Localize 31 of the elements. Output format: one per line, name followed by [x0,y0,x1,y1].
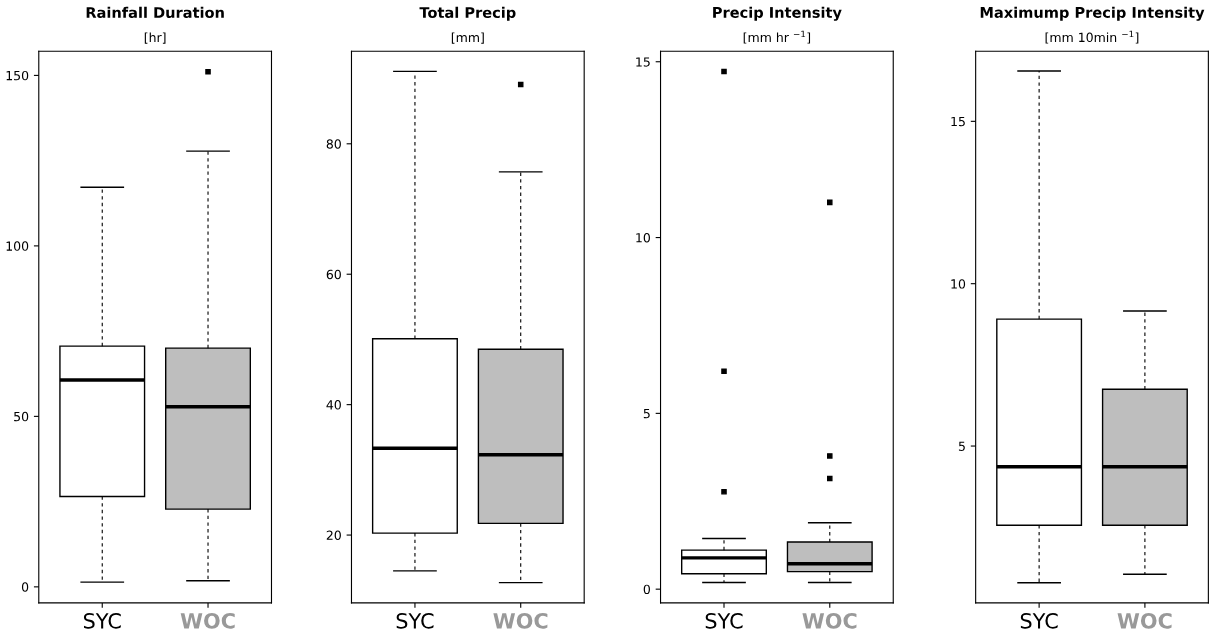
y-tick-label: 60 [326,269,341,280]
y-tick-label: 10 [636,233,650,243]
y-tick-label: 80 [326,139,341,149]
x-tick-label: WOC [493,612,548,629]
chart-title: Rainfall Duration [86,6,224,19]
x-tick-label: WOC [802,612,857,629]
x-tick-label: SYC [396,612,434,629]
y-tick-label: 15 [951,116,965,127]
y-tick-label: 5 [958,441,965,451]
chart-subtitle: [mm 10min $^{−1}$] [1045,30,1139,44]
y-tick-label: 150 [6,70,29,81]
x-tick-label: WOC [1117,612,1172,629]
x-tick-label: SYC [705,612,743,629]
y-tick-label: 0 [643,584,650,595]
chart-subtitle: [mm hr $^{−1}$] [743,30,811,44]
y-tick-label: 20 [326,530,341,540]
chart-title: Maximump Precip Intensity [980,6,1205,21]
y-tick-label: 100 [6,241,29,251]
chart-title: Total Precip [419,6,516,21]
y-tick-label: 40 [326,400,341,410]
x-tick-label: SYC [1020,612,1058,629]
chart-title: Precip Intensity [713,6,842,21]
y-tick-label: 0 [21,582,29,592]
y-tick-label: 50 [14,411,29,422]
y-tick-label: 15 [636,57,650,67]
chart-subtitle: [mm] [451,32,484,44]
x-tick-label: SYC [83,612,121,629]
x-tick-label: WOC [180,612,235,629]
chart-subtitle: [hr] [144,32,166,44]
y-tick-label: 5 [643,409,650,419]
y-tick-label: 10 [951,279,966,289]
